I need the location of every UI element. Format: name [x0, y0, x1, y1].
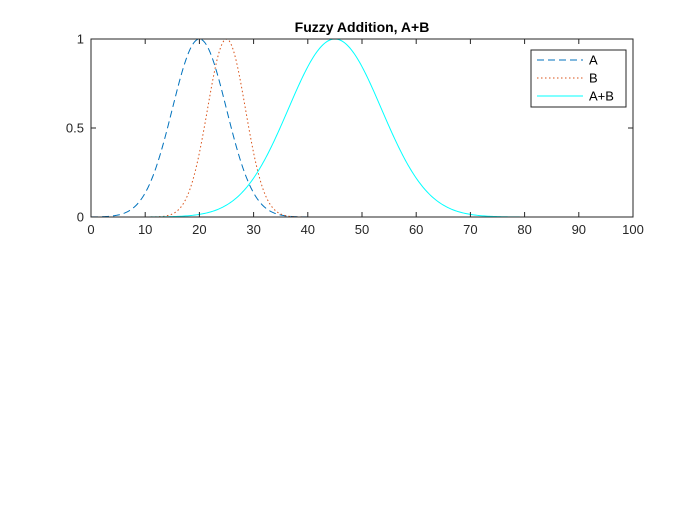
y-tick-label: 0	[77, 210, 84, 225]
chart-title: Fuzzy Addition, A+B	[295, 19, 430, 35]
x-tick-label: 20	[192, 222, 206, 237]
x-tick-label: 30	[246, 222, 260, 237]
legend: AB A+B	[530, 49, 627, 108]
x-tick-label: 40	[301, 222, 315, 237]
x-tick-label: 10	[138, 222, 152, 237]
x-tick-label: 60	[409, 222, 423, 237]
x-tick-label: 0	[87, 222, 94, 237]
legend-label-1: B	[589, 71, 598, 86]
x-tick-label: 100	[622, 222, 644, 237]
x-tick-label: 70	[463, 222, 477, 237]
x-tick-label: 50	[355, 222, 369, 237]
y-tick-label: 1	[77, 32, 84, 47]
legend-label-0: A	[589, 53, 598, 68]
ticks: 0 10 20 30 40 50 60 70 80 90 100 0 0.5 1	[66, 32, 644, 238]
x-tick-label: 90	[572, 222, 586, 237]
x-tick-label: 80	[517, 222, 531, 237]
y-tick-label: 0.5	[66, 121, 84, 136]
legend-label-2: A+B	[589, 89, 614, 104]
